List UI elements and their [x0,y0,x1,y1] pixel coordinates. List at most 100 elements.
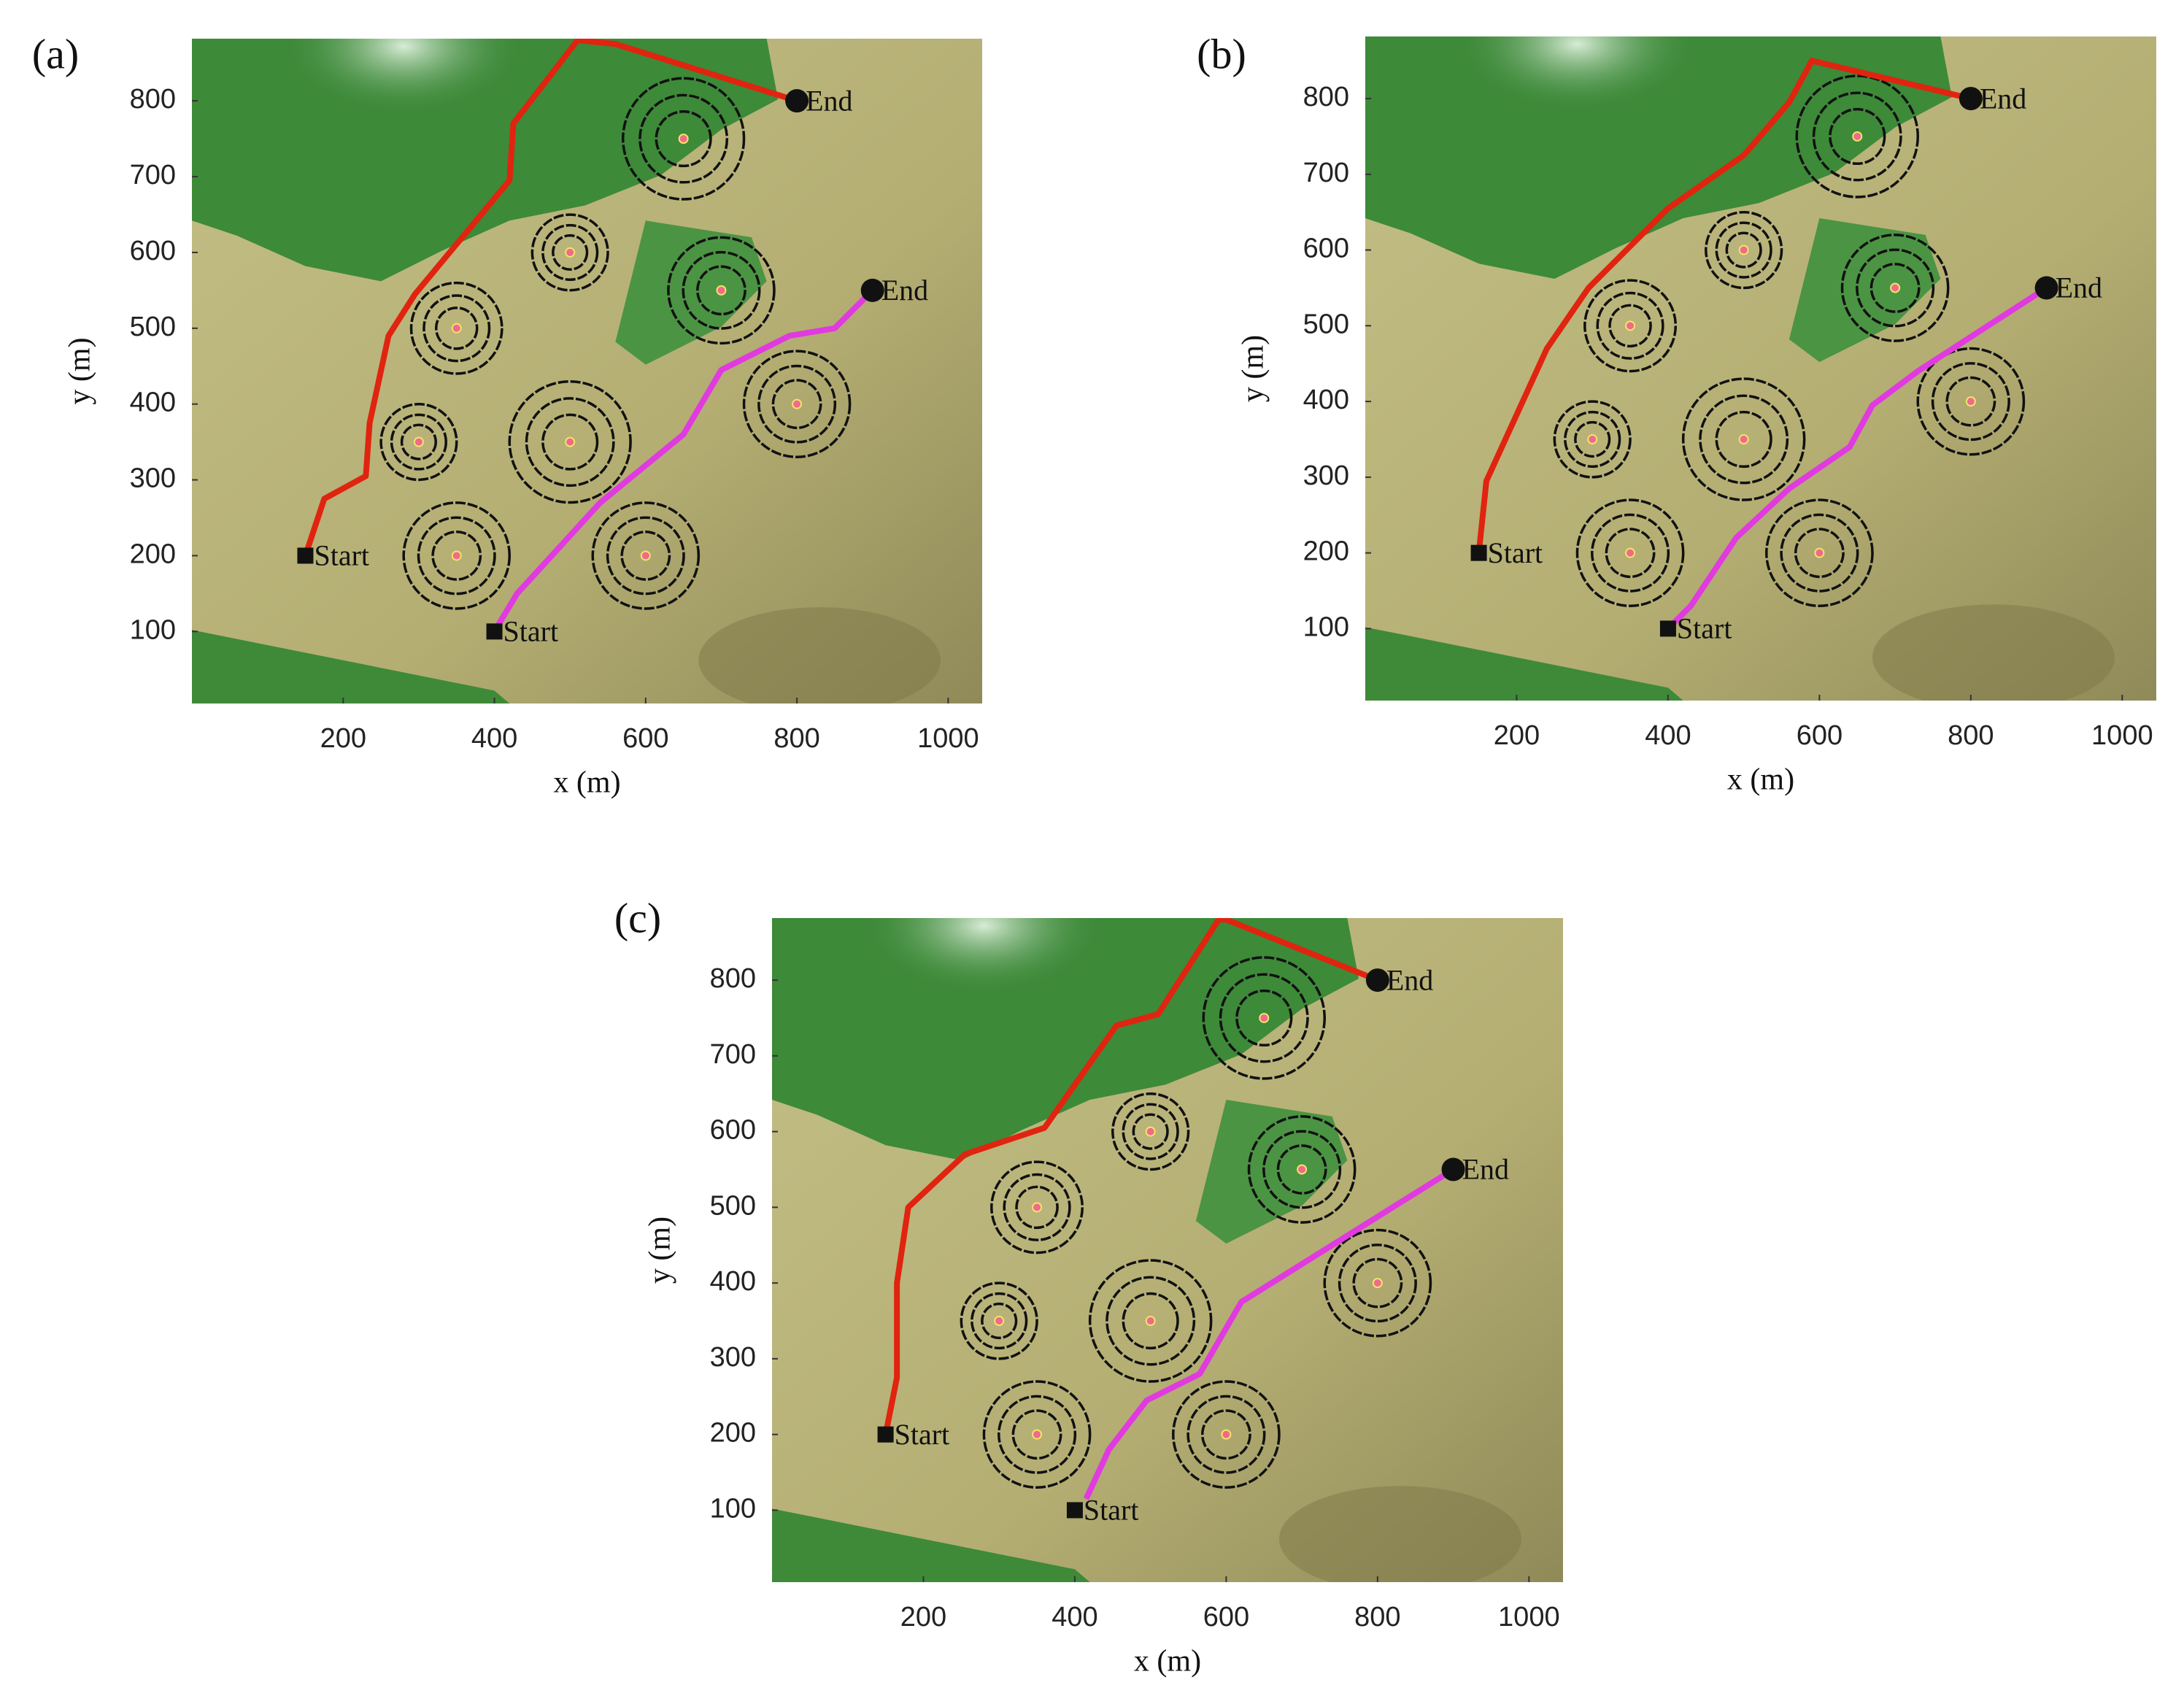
threat-ring [417,516,496,595]
x-tick-label: 400 [1645,720,1691,751]
terrain-background [772,918,1563,1582]
x-tick-label: 200 [320,723,366,754]
path-line [492,288,875,633]
threat-ring [1795,74,1919,198]
marker-label: Start [314,539,369,572]
threat-ring [1681,377,1806,501]
threat-ring [1247,1115,1357,1224]
threat-ring [682,250,761,330]
threat-center [1738,434,1749,445]
threat-ring [1219,973,1309,1063]
threat-ring [1715,221,1772,279]
panel-label: (c) [614,894,661,941]
threat-center [565,247,576,258]
x-tick-label: 800 [1948,720,1994,751]
threat-ring [1262,1130,1342,1209]
y-tick-label: 600 [1303,234,1349,264]
x-tick-label: 600 [622,723,668,754]
end-marker [2034,276,2058,300]
x-axis-label: x (m) [553,766,620,800]
threat-ring [1705,210,1783,290]
threat-ring [422,294,491,363]
threat-ring [591,501,701,610]
panel: (c) x (m) y (m) 200 400 600 800 1000 100 200 300 40… [614,894,1563,1678]
marker-label: End [806,84,852,117]
threat-ring [1186,1395,1266,1474]
start-marker [1066,1502,1083,1519]
threat-center [1221,1429,1232,1440]
marker-label: Start [895,1418,950,1451]
threat-ring [990,1160,1084,1254]
threat-center [1965,396,1976,407]
threat-ring [1122,1103,1179,1160]
marker-label: Start [1084,1494,1139,1527]
marker-label: Start [503,614,559,647]
marker-label: End [1386,963,1433,996]
threat-center [1032,1429,1043,1440]
x-axis-label: x (m) [1134,1645,1201,1678]
y-tick-label: 600 [710,1115,756,1146]
x-tick-label: 600 [1203,1602,1249,1632]
terrain-background [1365,36,2156,701]
y-tick-label: 200 [710,1418,756,1449]
threat-center [565,436,576,447]
x-axis-label: x (m) [1727,763,1794,797]
threat-ring [771,379,822,430]
x-tick-label: 1000 [917,723,979,754]
x-tick-label: 1000 [1498,1602,1560,1632]
threat-center [678,134,689,144]
threat-ring [1583,279,1678,373]
y-tick-label: 200 [130,539,176,569]
path-line [302,39,798,557]
start-marker [1470,544,1487,561]
threat-ring [1200,1409,1251,1460]
path-line [882,918,1379,1435]
threat-center [1145,1316,1156,1327]
threat-ring [1765,498,1874,608]
threat-ring [1840,234,1950,342]
marker-label: End [1462,1153,1509,1186]
threat-ring [1132,1113,1169,1150]
terrain-background [192,39,982,703]
x-tick-label: 800 [773,723,819,754]
threat-ring [696,265,746,316]
threat-ring [971,1292,1028,1350]
start-marker [1659,620,1676,637]
y-tick-label: 800 [710,963,756,994]
threat-ring [1235,989,1293,1047]
threat-ring [541,223,599,281]
start-marker [877,1426,894,1443]
threat-ring [1596,291,1664,360]
threat-ring [431,531,482,581]
y-tick-label: 700 [710,1039,756,1070]
y-tick-label: 400 [130,388,176,418]
threat-ring [981,1302,1018,1340]
threat-ring [1575,498,1685,608]
path-line [1083,1167,1455,1500]
y-tick-label: 300 [1303,460,1349,491]
threat-ring [1608,304,1652,348]
y-tick-label: 100 [710,1493,756,1524]
end-marker [1365,968,1389,992]
threat-ring [1829,107,1886,166]
threat-ring [1812,91,1902,182]
threat-ring [390,413,447,471]
threat-ring [1699,394,1789,485]
threat-center [413,436,424,447]
threat-center [1625,320,1636,331]
y-tick-label: 300 [130,463,176,494]
threat-ring [1931,362,2010,442]
y-tick-label: 400 [1303,385,1349,415]
threat-ring [742,350,852,458]
x-tick-label: 200 [900,1602,946,1632]
x-tick-label: 800 [1354,1602,1400,1632]
threat-ring [1338,1244,1417,1323]
panel-label: (a) [32,30,79,77]
threat-ring [998,1395,1077,1474]
plot-area [882,918,1455,1500]
threat-center [792,398,803,409]
threat-ring [525,397,615,487]
y-tick-label: 600 [130,236,176,266]
threat-center [1372,1278,1383,1289]
y-tick-label: 400 [710,1266,756,1297]
